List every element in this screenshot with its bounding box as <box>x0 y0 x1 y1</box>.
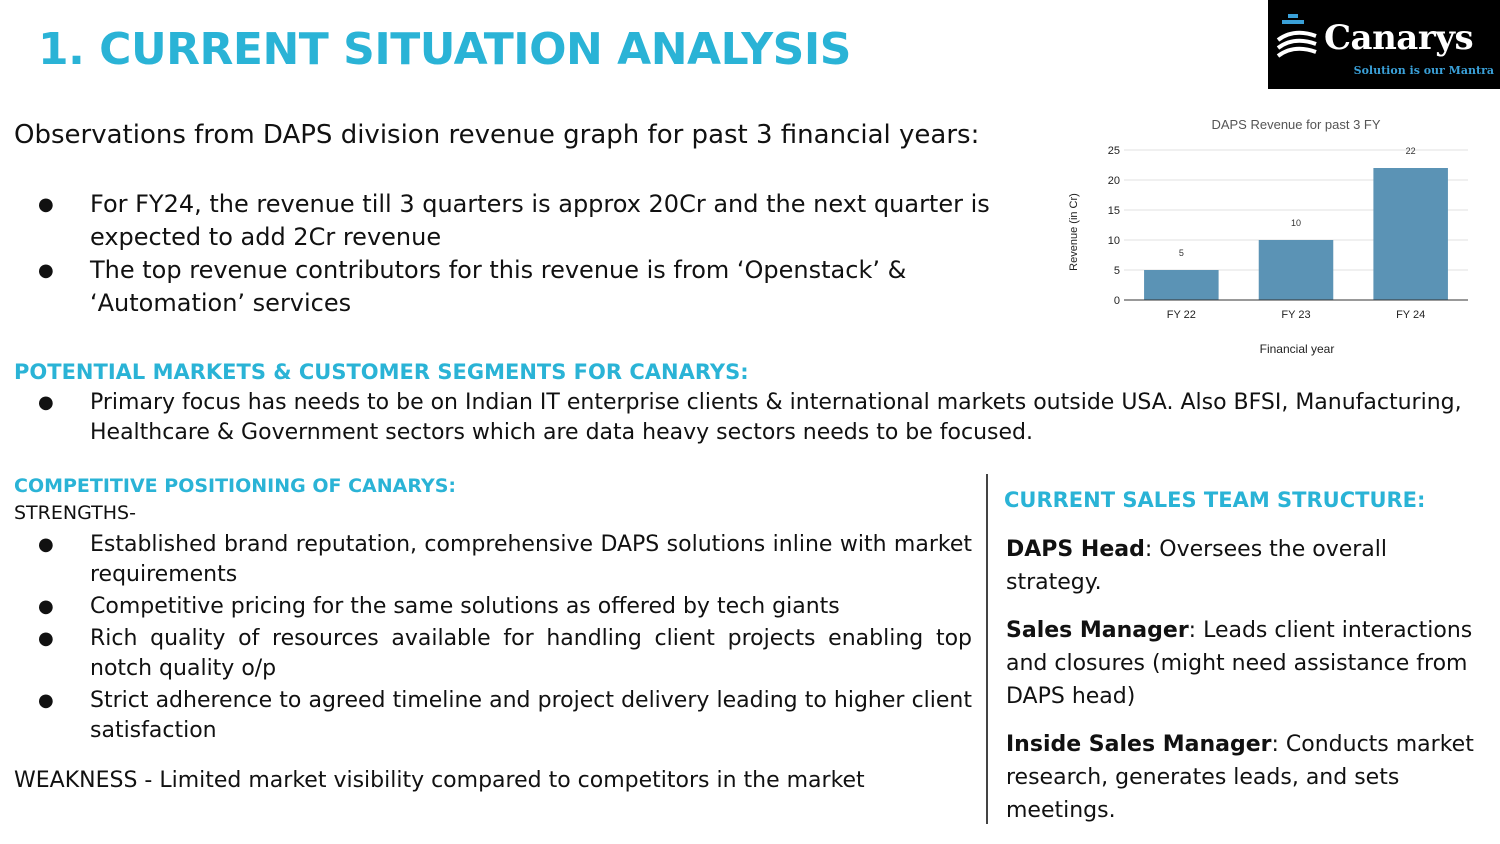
x-tick-label: FY 24 <box>1396 309 1425 321</box>
role-title: Sales Manager <box>1006 618 1189 643</box>
bar <box>1373 168 1448 300</box>
y-tick-label: 5 <box>1114 265 1120 277</box>
chart-bars: 5 10 22 <box>1144 146 1448 300</box>
role-daps-head: DAPS Head: Oversees the overall strategy… <box>1006 533 1476 599</box>
role-description: : Leads client interactions and closures… <box>1006 618 1473 709</box>
competitive-heading: COMPETITIVE POSITIONING OF CANARYS: <box>14 475 456 497</box>
list-item: Primary focus has needs to be on Indian … <box>14 388 1474 448</box>
page-title: 1. CURRENT SITUATION ANALYSIS <box>38 24 851 75</box>
chart-y-ticks: 0 5 10 15 20 25 <box>1108 145 1120 307</box>
observations-list: For FY24, the revenue till 3 quarters is… <box>14 188 1014 320</box>
markets-list: Primary focus has needs to be on Indian … <box>14 388 1474 448</box>
bar-data-label: 10 <box>1291 218 1301 228</box>
sales-team-heading: CURRENT SALES TEAM STRUCTURE: <box>1004 488 1426 512</box>
strengths-list: Established brand reputation, comprehens… <box>14 530 972 748</box>
observations-intro: Observations from DAPS division revenue … <box>14 120 980 150</box>
x-tick-label: FY 22 <box>1167 309 1196 321</box>
y-tick-label: 25 <box>1108 145 1120 157</box>
list-item: Competitive pricing for the same solutio… <box>14 592 972 622</box>
y-tick-label: 15 <box>1108 205 1120 217</box>
y-tick-label: 10 <box>1108 235 1120 247</box>
y-tick-label: 0 <box>1114 295 1120 307</box>
markets-heading: POTENTIAL MARKETS & CUSTOMER SEGMENTS FO… <box>14 360 749 384</box>
list-item: Strict adherence to agreed timeline and … <box>14 686 972 746</box>
strengths-label: STRENGTHS- <box>14 502 136 524</box>
bar-data-label: 5 <box>1179 248 1184 258</box>
role-sales-manager: Sales Manager: Leads client interactions… <box>1006 614 1476 713</box>
role-description: : Oversees the overall strategy. <box>1006 537 1388 595</box>
chart-title: DAPS Revenue for past 3 FY <box>1211 117 1380 132</box>
bar-data-label: 22 <box>1406 146 1416 156</box>
chart-y-axis-label: Revenue (in Cr) <box>1068 193 1080 271</box>
logo-wordmark: Canarys <box>1324 18 1474 58</box>
role-inside-sales-manager: Inside Sales Manager: Conducts market re… <box>1006 728 1476 827</box>
column-divider <box>986 474 988 824</box>
list-item: Rich quality of resources available for … <box>14 624 972 684</box>
logo-swirl-icon <box>1276 14 1317 58</box>
weakness-text: WEAKNESS - Limited market visibility com… <box>14 768 865 793</box>
y-tick-label: 20 <box>1108 175 1120 187</box>
list-item: For FY24, the revenue till 3 quarters is… <box>14 188 1014 254</box>
role-description: : Conducts market research, generates le… <box>1006 732 1474 823</box>
list-item: Established brand reputation, comprehens… <box>14 530 972 590</box>
company-logo: Canarys Solution is our Mantra <box>1268 0 1500 89</box>
logo-tagline: Solution is our Mantra <box>1353 64 1494 77</box>
chart-x-ticks: FY 22 FY 23 FY 24 <box>1167 309 1425 321</box>
role-title: Inside Sales Manager <box>1006 732 1272 757</box>
x-tick-label: FY 23 <box>1281 309 1310 321</box>
revenue-bar-chart: DAPS Revenue for past 3 FY 0 5 10 15 20 25 5 1… <box>1068 117 1468 356</box>
bar <box>1258 240 1334 300</box>
bar <box>1144 270 1219 300</box>
list-item: The top revenue contributors for this re… <box>14 254 1014 320</box>
chart-x-axis-label: Financial year <box>1260 342 1335 356</box>
role-title: DAPS Head <box>1006 537 1145 562</box>
